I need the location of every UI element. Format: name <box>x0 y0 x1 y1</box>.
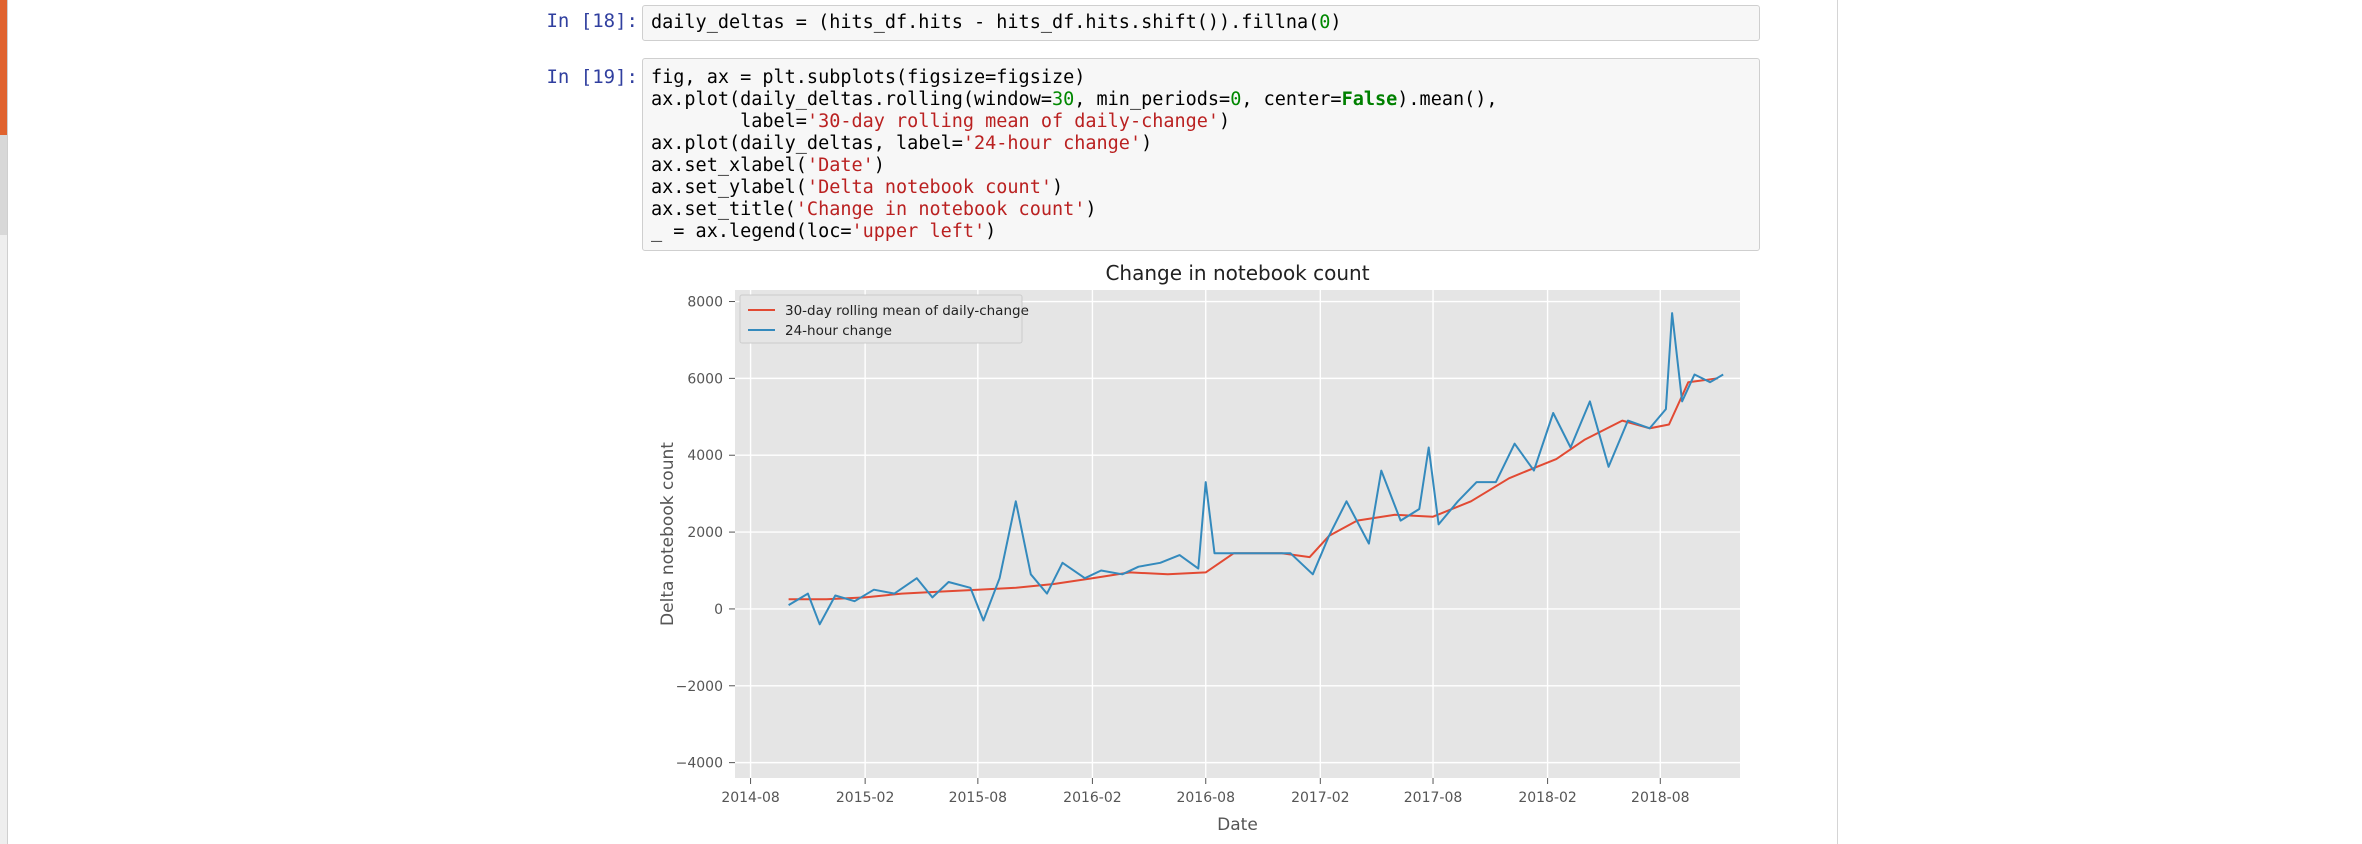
y-tick-label: 0 <box>714 602 723 618</box>
plot-background <box>735 290 1740 778</box>
code-cell-18[interactable]: daily_deltas = (hits_df.hits - hits_df.h… <box>642 5 1760 41</box>
code-token: ax.set_title( <box>651 199 796 220</box>
code-cell-19-content: fig, ax = plt.subplots(figsize=figsize) a… <box>651 67 1751 243</box>
notebook-count-chart: 2014-08 2015-02 2015-08 2016-02 2016-08 2017-… <box>658 261 1740 835</box>
code-token: ax.plot(daily_deltas.rolling(window= <box>651 89 1052 110</box>
code-line: ax.set_title('Change in notebook count') <box>651 199 1751 221</box>
code-token: ) <box>985 221 997 242</box>
cell-prompt-18: In [18]: <box>546 10 638 32</box>
code-token: ) <box>1141 133 1153 154</box>
code-token: , center= <box>1241 89 1342 110</box>
code-line: ax.set_ylabel('Delta notebook count') <box>651 177 1751 199</box>
code-token: '30-day rolling mean of daily-change' <box>806 111 1220 132</box>
code-token: , min_periods= <box>1074 89 1231 110</box>
code-line: ax.set_xlabel('Date') <box>651 155 1751 177</box>
left-accent-bar <box>0 0 7 135</box>
y-tick-label: 6000 <box>687 371 723 387</box>
left-secondary-bar <box>0 135 7 235</box>
code-token: ).mean(), <box>1397 89 1498 110</box>
code-cell-19[interactable]: fig, ax = plt.subplots(figsize=figsize) a… <box>642 58 1760 251</box>
code-token: 'Date' <box>806 155 874 176</box>
code-token: False <box>1341 89 1398 110</box>
code-token: ) <box>873 155 885 176</box>
code-line: label='30-day rolling mean of daily-chan… <box>651 111 1751 133</box>
x-tick-label: 2014-08 <box>721 790 780 806</box>
code-token: 0 <box>1230 89 1242 110</box>
code-token: daily_deltas = (hits_df.hits - hits_df.h… <box>651 12 1320 33</box>
series-line-rolling-mean <box>788 377 1718 601</box>
x-tick-label: 2017-08 <box>1404 790 1463 806</box>
y-tick-label: −4000 <box>676 756 723 772</box>
code-line: ax.plot(daily_deltas, label='24-hour cha… <box>651 133 1751 155</box>
code-token: '24-hour change' <box>962 133 1142 154</box>
left-gutter <box>0 0 8 844</box>
code-token: ) <box>1330 12 1342 33</box>
x-tick-label: 2018-08 <box>1631 790 1690 806</box>
code-token: ) <box>1051 177 1064 198</box>
x-tick-label: 2015-08 <box>949 790 1008 806</box>
notebook-right-border <box>1837 0 1838 844</box>
legend-label: 30-day rolling mean of daily-change <box>785 303 1029 319</box>
code-token: 30 <box>1051 89 1075 110</box>
y-tick-label: 2000 <box>687 525 723 541</box>
y-tick-label: 4000 <box>687 448 723 464</box>
x-tick-label: 2016-08 <box>1176 790 1235 806</box>
code-token: 0 <box>1319 12 1331 33</box>
x-axis-label: Date <box>1217 815 1258 835</box>
x-tick-label: 2017-02 <box>1291 790 1350 806</box>
code-cell-18-content: daily_deltas = (hits_df.hits - hits_df.h… <box>651 12 1751 34</box>
code-token: ax.plot(daily_deltas, label= <box>651 133 963 154</box>
x-tick-label: 2015-02 <box>836 790 895 806</box>
cell-prompt-19: In [19]: <box>546 66 638 88</box>
code-token: ) <box>1085 199 1097 220</box>
code-token: label= <box>651 111 807 132</box>
code-token: 'Change in notebook count' <box>795 199 1086 220</box>
code-line: daily_deltas = (hits_df.hits - hits_df.h… <box>651 12 1751 34</box>
code-line: fig, ax = plt.subplots(figsize=figsize) <box>651 67 1751 89</box>
legend-box <box>739 294 1023 344</box>
code-token: _ = ax.legend(loc= <box>651 221 852 242</box>
y-tick-label: −2000 <box>676 679 723 695</box>
x-tick-label: 2018-02 <box>1518 790 1577 806</box>
code-token: 'Delta notebook count' <box>806 177 1052 198</box>
code-token: ax.set_ylabel( <box>651 177 807 198</box>
code-line: _ = ax.legend(loc='upper left') <box>651 221 1751 243</box>
code-token: fig, ax = plt.subplots(figsize=figsize) <box>651 67 1086 88</box>
x-tick-label: 2016-02 <box>1063 790 1122 806</box>
series-line-daily-change <box>788 312 1724 626</box>
legend-label: 24-hour change <box>785 323 892 339</box>
code-line: ax.plot(daily_deltas.rolling(window=30, … <box>651 89 1751 111</box>
y-tick-label: 8000 <box>687 295 723 311</box>
code-token: ax.set_xlabel( <box>651 155 807 176</box>
chart-title: Change in notebook count <box>1105 261 1369 285</box>
y-axis-label: Delta notebook count <box>658 442 678 626</box>
code-token: ) <box>1219 111 1231 132</box>
code-token: 'upper left' <box>851 221 986 242</box>
